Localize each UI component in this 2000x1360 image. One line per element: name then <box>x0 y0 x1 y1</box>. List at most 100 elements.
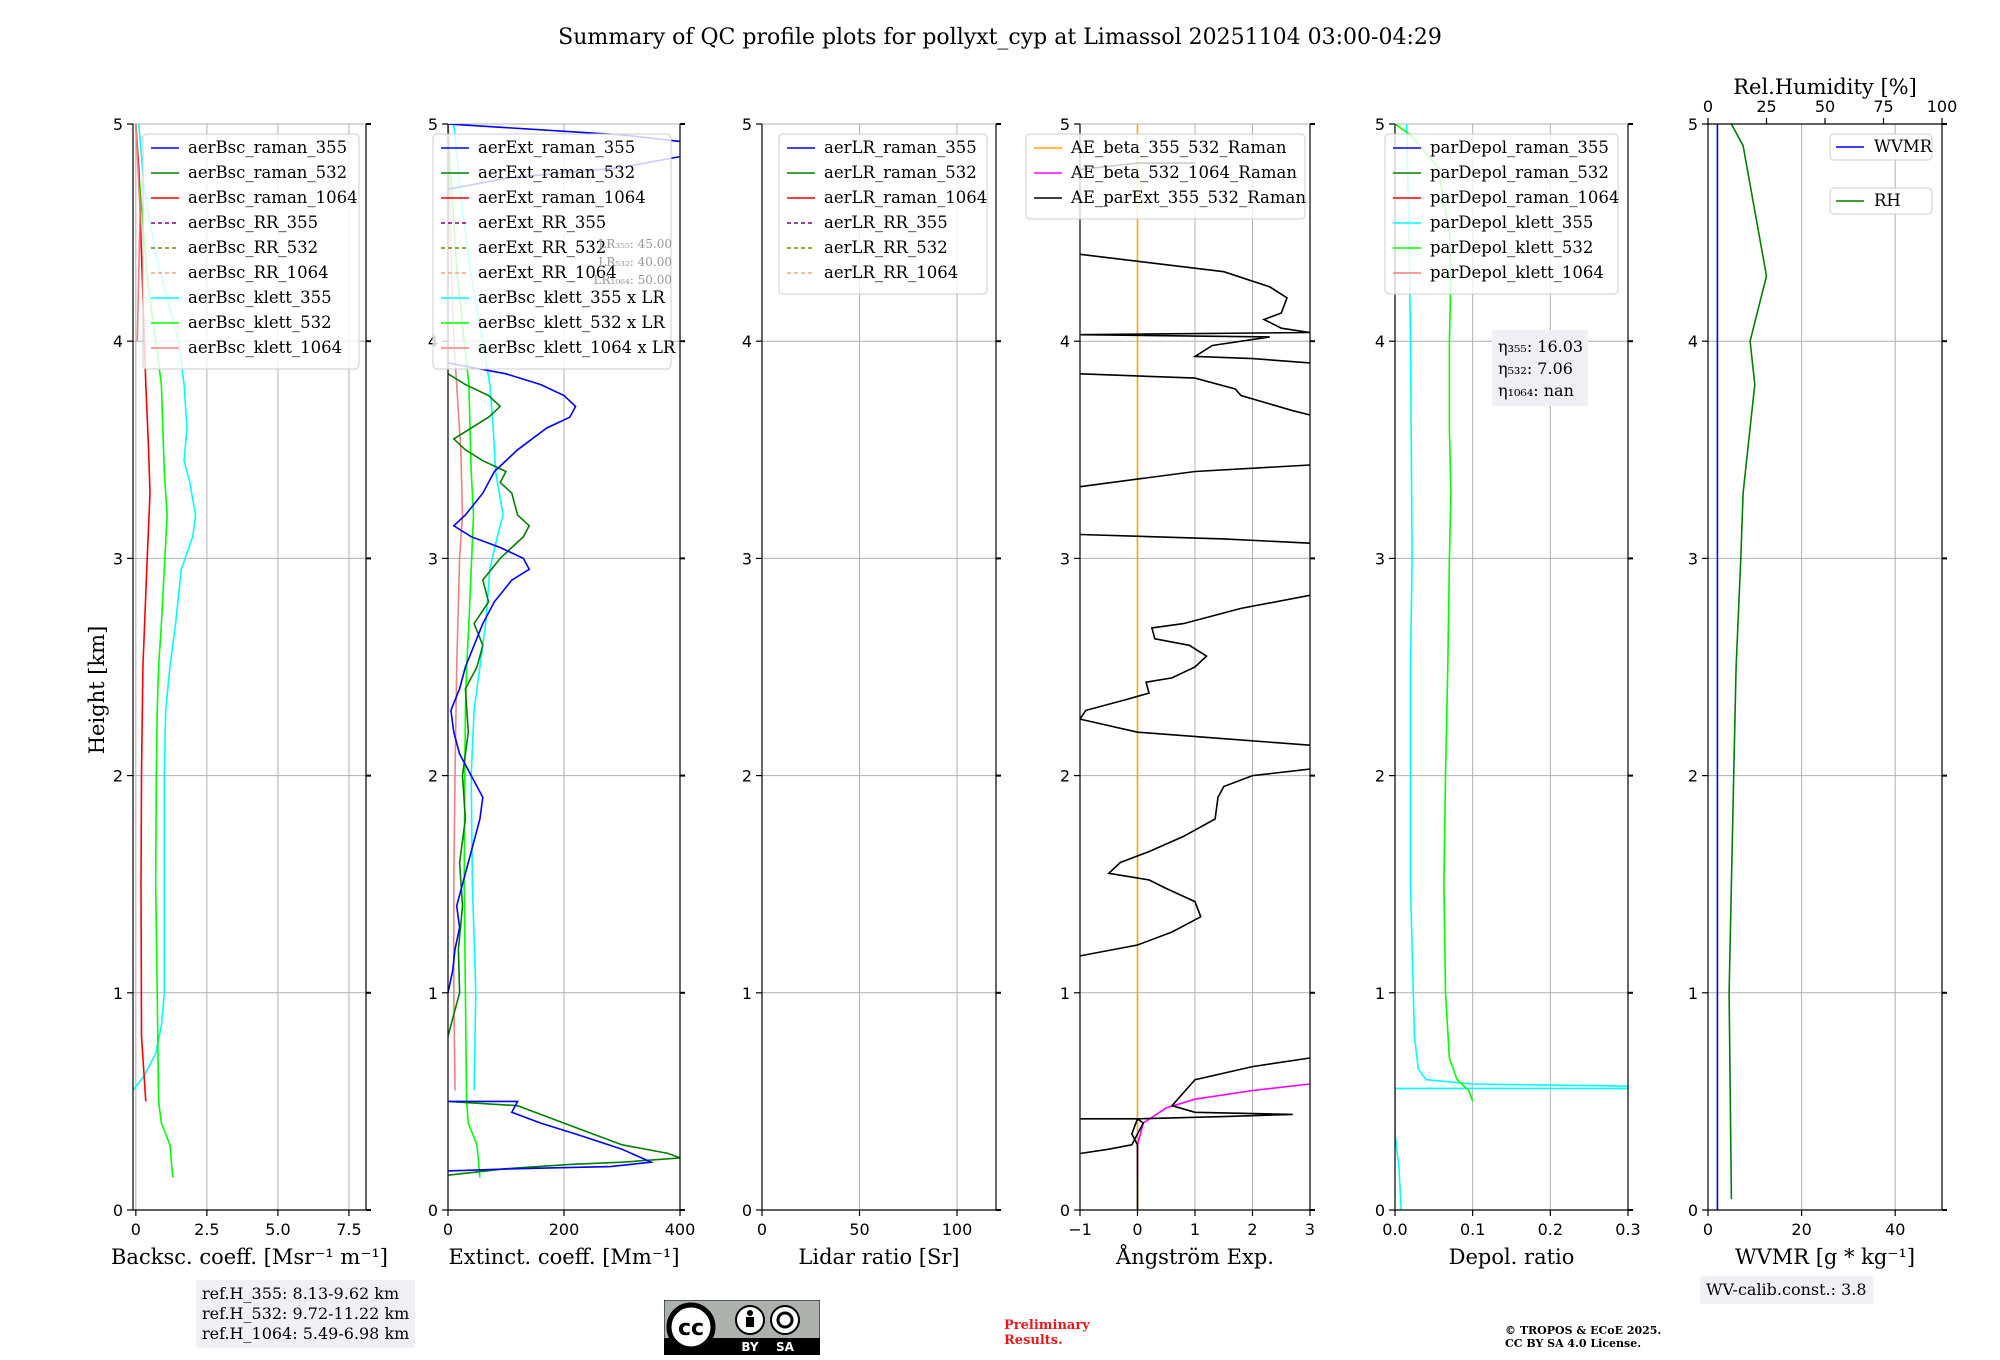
x-tick-label: 5.0 <box>265 1220 290 1239</box>
x-axis-label-lr: Lidar ratio [Sr] <box>798 1245 959 1269</box>
eta-value-text: η₅₃₂: 7.06 <box>1498 359 1573 378</box>
y-tick-label: 0 <box>113 1201 123 1220</box>
legend-item: aerBsc_RR_1064 <box>188 263 329 282</box>
wv-calib-text: WV-calib.const.: 3.8 <box>1706 1280 1867 1299</box>
legend-wv-1: RH <box>1829 187 1933 215</box>
ref-height-1064: ref.H_1064: 5.49-6.98 km <box>202 1324 410 1343</box>
y-tick-label: 0 <box>1375 1201 1385 1220</box>
preliminary-line-1: Preliminary <box>1004 1318 1090 1333</box>
wv-calib-box: WV-calib.const.: 3.8 <box>1700 1276 1873 1304</box>
ref-height-355: ref.H_355: 8.13-9.62 km <box>202 1284 400 1303</box>
x-tick-label: 0 <box>443 1220 453 1239</box>
legend-item: aerBsc_RR_532 <box>188 238 318 257</box>
y-tick-label: 1 <box>428 984 438 1003</box>
top-x-tick-label: 0 <box>1703 97 1713 116</box>
legend-lr: aerLR_raman_355 aerLR_raman_532 aerLR_rama… <box>778 133 988 295</box>
legend-item: aerLR_raman_1064 <box>824 188 987 207</box>
legend-item: aerBsc_raman_355 <box>188 138 347 157</box>
eta-bg <box>1492 330 1588 406</box>
legend-item: WVMR <box>1874 137 1933 156</box>
top-x-tick-label: 100 <box>1927 97 1958 116</box>
x-tick-label: 50 <box>849 1220 869 1239</box>
preliminary-line-2: Results. <box>1004 1333 1063 1348</box>
top-x-tick-label: 75 <box>1873 97 1893 116</box>
y-tick-label: 4 <box>1060 332 1070 351</box>
y-tick-label: 3 <box>1688 549 1698 568</box>
legend-item: aerBsc_klett_532 <box>188 313 332 332</box>
legend-item: aerExt_RR_1064 <box>478 263 617 282</box>
reference-heights-box: ref.H_355: 8.13-9.62 km ref.H_532: 9.72-… <box>196 1280 416 1348</box>
y-tick-label: 5 <box>428 115 438 134</box>
y-tick-label: 3 <box>1060 549 1070 568</box>
series-parDepol_klett_355 <box>1395 124 1628 1210</box>
y-tick-label: 4 <box>1688 332 1698 351</box>
y-tick-label: 5 <box>1688 115 1698 134</box>
x-tick-label: 400 <box>665 1220 696 1239</box>
x-tick-label: 0 <box>1132 1220 1142 1239</box>
y-tick-label: 1 <box>1375 984 1385 1003</box>
y-tick-label: 3 <box>742 549 752 568</box>
top-x-tick-label: 50 <box>1815 97 1835 116</box>
legend-item: aerLR_RR_1064 <box>824 263 958 282</box>
series-ae_black4 <box>1080 594 1310 746</box>
series-ae_black2 <box>1080 1057 1310 1155</box>
legend-dep: parDepol_raman_355 parDepol_raman_532 parD… <box>1384 133 1619 295</box>
legend-item: AE_beta_532_1064_Raman <box>1070 163 1297 182</box>
by-text: BY <box>741 1340 758 1354</box>
x-tick-label: 0.1 <box>1460 1220 1485 1239</box>
legend-item: aerBsc_klett_355 <box>188 288 332 307</box>
legend-box <box>1829 133 1933 161</box>
legend-box <box>1829 187 1933 215</box>
y-tick-label: 0 <box>742 1201 752 1220</box>
legend-item: aerBsc_raman_532 <box>188 163 347 182</box>
y-tick-label: 4 <box>742 332 752 351</box>
y-tick-label: 3 <box>1375 549 1385 568</box>
x-tick-label: 0.0 <box>1382 1220 1407 1239</box>
preliminary-notice: Preliminary Results. <box>1004 1318 1090 1348</box>
panel-bsc: 0 1 2 3 4 5 0 2.5 5.0 7.5 Backsc. coeff. [Msr⁻¹ m⁻… <box>111 115 388 1269</box>
cc-by-sa-badge: cc BY SA <box>664 1300 820 1355</box>
share-alike-icon <box>770 1305 800 1335</box>
x-tick-label: 0 <box>131 1220 141 1239</box>
eta-value-text: η₁₀₆₄: nan <box>1498 381 1574 400</box>
sa-text: SA <box>776 1340 795 1354</box>
legend-item: aerBsc_klett_532 x LR <box>478 313 665 332</box>
series-aerBsc_klett_1064 <box>135 124 141 342</box>
x-tick-label: 3 <box>1305 1220 1315 1239</box>
series-aerExt_raman_355 <box>448 362 577 993</box>
lr-value-text: LR₁₀₆₄: 50.00 <box>594 273 672 287</box>
ref-height-532: ref.H_532: 9.72-11.22 km <box>202 1304 410 1323</box>
x-tick-label: 0 <box>1703 1220 1713 1239</box>
legend-item: aerBsc_RR_355 <box>188 213 318 232</box>
legend-wv-0: WVMR <box>1829 133 1933 161</box>
lr-value-text: LR₃₅₅: 45.00 <box>598 237 672 251</box>
y-tick-label: 2 <box>1060 767 1070 786</box>
legend-box <box>432 133 672 370</box>
series-RH <box>1728 124 1768 1200</box>
x-tick-label: 2 <box>1247 1220 1257 1239</box>
y-tick-label: 0 <box>1060 1201 1070 1220</box>
legend-ae: AE_beta_355_532_Raman AE_beta_532_1064_Ra… <box>1025 133 1306 220</box>
series-ae_black5 <box>1080 533 1310 544</box>
series-ae_black3 <box>1080 768 1310 957</box>
legend-item: parDepol_klett_1064 <box>1430 263 1604 282</box>
x-tick-label: 20 <box>1791 1220 1811 1239</box>
y-tick-label: 2 <box>428 767 438 786</box>
legend-item: AE_parExt_355_532_Raman <box>1070 188 1306 207</box>
legend-item: parDepol_klett_355 <box>1430 213 1593 232</box>
x-tick-label: 0.3 <box>1615 1220 1640 1239</box>
legend-box <box>142 133 360 370</box>
legend-item: parDepol_raman_355 <box>1430 138 1609 157</box>
figure-title: Summary of QC profile plots for pollyxt_… <box>558 25 1442 50</box>
x-tick-label: 2.5 <box>194 1220 219 1239</box>
eta-value-text: η₃₅₅: 16.03 <box>1498 337 1583 356</box>
legend-item: aerExt_RR_532 <box>478 238 606 257</box>
series-aerExt_raman_532 <box>448 373 531 1037</box>
lr-value-text: LR₅₃₂: 40.00 <box>598 255 672 269</box>
y-axis-label: Height [km] <box>85 626 109 755</box>
legend-item: parDepol_raman_532 <box>1430 163 1609 182</box>
